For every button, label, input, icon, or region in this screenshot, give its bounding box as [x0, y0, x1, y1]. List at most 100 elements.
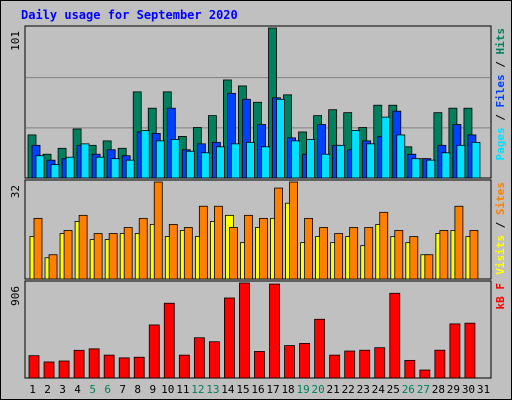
bar-sites-day-16	[259, 217, 268, 280]
day-label-22: 22	[342, 383, 355, 396]
day-label-26: 26	[402, 383, 415, 396]
ylabel-kbytes: kB F	[494, 283, 507, 310]
bar-kb-f-day-8	[133, 356, 145, 379]
bar-sites-day-28	[439, 230, 449, 280]
bar-sites-day-13	[213, 205, 223, 280]
bar-sites-day-30	[469, 230, 479, 280]
bar-kb-f-day-24	[374, 347, 386, 379]
bar-kb-f-day-27	[419, 369, 431, 379]
day-label-6: 6	[104, 383, 111, 396]
bar-kb-f-day-16	[254, 351, 265, 379]
bar-pages-day-1	[35, 155, 45, 179]
bar-sites-day-29	[454, 205, 464, 280]
bar-kb-f-day-29	[449, 323, 461, 379]
ymax-label-kbytes: 906	[9, 286, 22, 306]
bar-sites-day-15	[244, 214, 253, 280]
bar-pages-day-10	[170, 138, 180, 179]
bar-sites-day-22	[349, 227, 359, 280]
bar-pages-day-27	[426, 159, 436, 179]
day-label-18: 18	[281, 383, 294, 396]
bar-pages-day-20	[321, 153, 331, 179]
bar-kb-f-day-1	[28, 355, 40, 379]
bar-kb-f-day-23	[359, 349, 371, 379]
day-label-8: 8	[134, 383, 141, 396]
day-label-16: 16	[251, 383, 264, 396]
bar-kb-f-day-12	[193, 337, 205, 379]
day-label-24: 24	[372, 383, 386, 396]
bar-kb-f-day-13	[208, 341, 220, 379]
bar-pages-day-26	[411, 158, 421, 179]
day-label-19: 19	[296, 383, 309, 396]
bar-sites-day-8	[138, 217, 148, 280]
bar-sites-day-21	[334, 233, 344, 280]
day-label-9: 9	[149, 383, 156, 396]
bar-sites-day-18	[289, 181, 298, 280]
ylabel-visits-sites: Visits / Sites	[494, 182, 507, 275]
bar-sites-day-17	[274, 187, 283, 280]
day-label-30: 30	[462, 383, 475, 396]
bar-pages-day-18	[291, 140, 300, 179]
bar-pages-day-12	[200, 152, 210, 179]
day-label-31: 31	[477, 383, 490, 396]
bar-pages-day-23	[366, 143, 376, 179]
bar-pages-day-24	[381, 116, 391, 179]
bar-sites-day-26	[409, 236, 419, 280]
bar-sites-day-24	[379, 211, 389, 280]
ymax-label-hits-files-pages: 101	[9, 31, 22, 51]
ylabel-separator: /	[494, 215, 507, 235]
bar-pages-day-3	[65, 156, 75, 179]
bar-sites-day-14	[229, 227, 238, 280]
day-label-21: 21	[327, 383, 340, 396]
bar-pages-day-13	[215, 146, 225, 179]
bar-pages-day-4	[80, 143, 90, 179]
bar-kb-f-day-15	[239, 282, 250, 379]
day-label-23: 23	[357, 383, 370, 396]
bar-pages-day-28	[441, 152, 451, 179]
bar-sites-day-25	[394, 230, 404, 280]
ymax-label-visits-sites: 32	[9, 185, 22, 198]
bar-kb-f-day-28	[434, 349, 446, 379]
day-label-4: 4	[74, 383, 81, 396]
bar-pages-day-2	[50, 164, 60, 179]
ylabel-part-visits: Visits	[494, 235, 507, 275]
bar-sites-day-3	[63, 230, 73, 280]
bar-kb-f-day-7	[118, 357, 130, 379]
day-label-27: 27	[417, 383, 430, 396]
bar-pages-day-9	[155, 140, 165, 179]
bar-sites-day-4	[78, 214, 88, 280]
bar-pages-day-17	[276, 98, 285, 179]
bar-pages-day-21	[336, 144, 346, 179]
bar-pages-day-30	[471, 141, 481, 179]
bar-sites-day-20	[319, 227, 329, 280]
bar-pages-day-15	[246, 141, 255, 179]
bar-sites-day-10	[168, 224, 178, 280]
day-label-1: 1	[29, 383, 36, 396]
bar-sites-day-27	[424, 254, 434, 280]
ylabel-part-hits: Hits	[494, 28, 507, 55]
bar-pages-day-7	[125, 159, 135, 179]
bar-kb-f-day-25	[389, 292, 401, 379]
ylabel-part-files: Files	[494, 74, 507, 107]
day-label-15: 15	[236, 383, 249, 396]
ylabel-part-kb-f: kB F	[494, 283, 507, 310]
bar-kb-f-day-4	[73, 349, 85, 379]
bar-sites-day-11	[183, 227, 193, 280]
bar-kb-f-day-5	[88, 348, 100, 379]
bar-sites-day-7	[123, 227, 133, 280]
bar-kb-f-day-26	[404, 359, 416, 379]
bar-kb-f-day-11	[178, 354, 190, 379]
chart-title: Daily usage for September 2020	[21, 8, 238, 22]
bar-kb-f-day-19	[299, 342, 310, 379]
bar-sites-day-23	[364, 227, 374, 280]
bar-pages-day-8	[140, 130, 150, 179]
bar-kb-f-day-17	[269, 283, 280, 379]
bar-pages-day-5	[95, 156, 105, 179]
ylabel-part-pages: Pages	[494, 127, 507, 160]
day-label-7: 7	[119, 383, 126, 396]
day-label-3: 3	[59, 383, 66, 396]
bar-pages-day-22	[351, 130, 361, 179]
bar-sites-day-6	[108, 233, 118, 280]
day-label-14: 14	[221, 383, 235, 396]
day-label-13: 13	[206, 383, 219, 396]
